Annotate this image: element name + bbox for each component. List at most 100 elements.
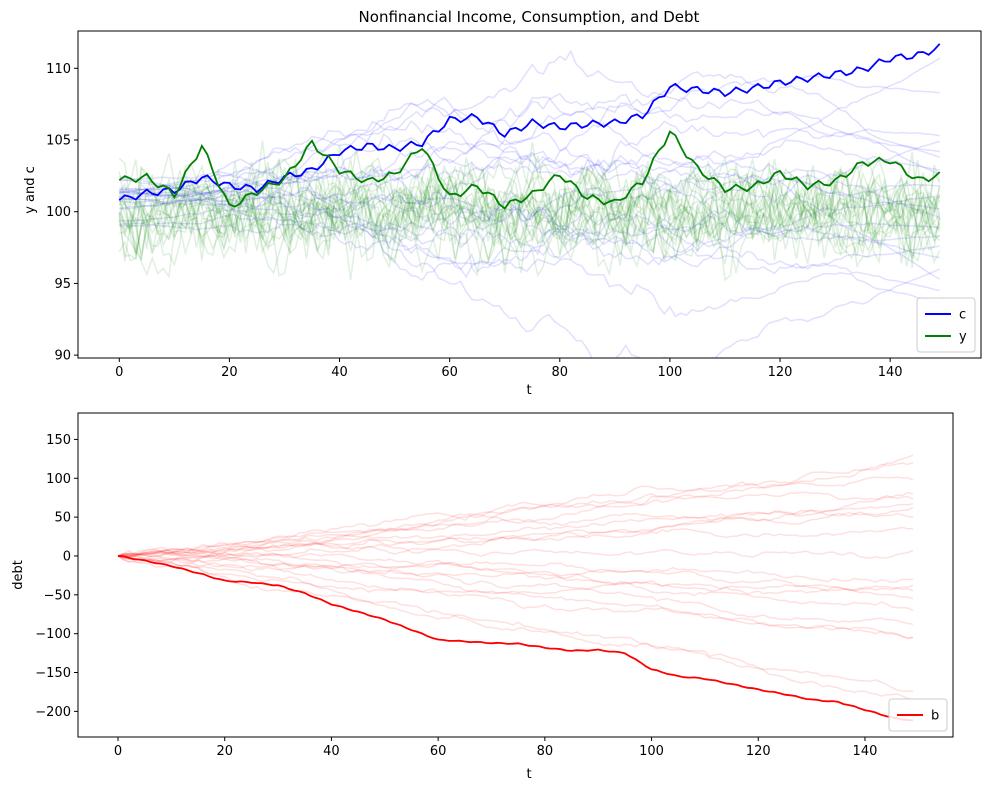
- x-tick-label: 100: [639, 744, 664, 759]
- y-tick-label: 0: [63, 549, 71, 564]
- x-tick-label: 80: [537, 744, 554, 759]
- background-y-path: [118, 158, 941, 261]
- y-ticks: 90 95 100 105 110: [46, 62, 78, 364]
- background-c-path: [119, 139, 941, 280]
- y-tick-label: 50: [54, 511, 71, 526]
- x-tick-label: 60: [441, 365, 458, 380]
- background-c-path: [119, 176, 940, 358]
- background-c-path: [119, 71, 940, 193]
- background-c-path: [119, 139, 940, 212]
- background-c-path: [119, 166, 940, 268]
- background-b-path: [117, 555, 914, 626]
- x-tick-label: 100: [657, 365, 682, 380]
- y-tick-label: 100: [46, 205, 71, 220]
- x-tick-label: 60: [430, 744, 447, 759]
- background-b-path: [117, 553, 914, 592]
- x-tick-label: 40: [331, 365, 348, 380]
- x-tick-label: 140: [878, 365, 903, 380]
- background-b-path: [117, 542, 914, 559]
- x-axis-label: t: [526, 383, 531, 398]
- background-b-path: [117, 509, 914, 563]
- background-b-path: [117, 550, 914, 612]
- background-b-path: [117, 461, 914, 557]
- background-y-path: [118, 144, 941, 255]
- legend-box: [916, 297, 976, 353]
- x-tick-label: 80: [552, 365, 569, 380]
- x-ticks: 0 20 40 60 80 100 120 140: [114, 737, 878, 759]
- x-tick-label: 20: [221, 365, 238, 380]
- background-y-path: [118, 158, 941, 277]
- background-y-path: [118, 163, 941, 280]
- x-tick-label: 20: [216, 744, 233, 759]
- background-b-path: [117, 503, 914, 561]
- y-tick-label: 105: [46, 134, 71, 149]
- y-tick-label: −50: [44, 588, 71, 603]
- y-axis-label: debt: [11, 560, 26, 590]
- y-tick-label: 95: [54, 277, 71, 292]
- y-tick-label: 100: [46, 472, 71, 487]
- y-tick-label: 90: [54, 349, 71, 364]
- x-tick-label: 0: [114, 744, 122, 759]
- series-lines: [118, 43, 941, 210]
- background-y-path: [118, 179, 940, 277]
- y-tick-label: −150: [35, 666, 71, 681]
- x-tick-label: 40: [323, 744, 340, 759]
- background-c-path: [119, 189, 940, 259]
- legend-label: b: [931, 709, 939, 724]
- background-y-path: [118, 165, 941, 278]
- x-tick-label: 120: [768, 365, 793, 380]
- chart-title: Nonfinancial Income, Consumption, and De…: [359, 8, 700, 26]
- background-c-path: [119, 103, 941, 191]
- y-axis-label: y and c: [23, 166, 38, 214]
- background-y-path: [118, 157, 941, 260]
- series-line-c: [118, 43, 941, 201]
- background-c-path: [119, 57, 941, 225]
- background-y-path: [119, 158, 941, 264]
- series-line-b: [117, 555, 914, 722]
- background-b-path: [117, 546, 914, 583]
- background-c-path: [119, 213, 940, 282]
- background-b-path: [117, 491, 914, 557]
- y-tick-label: 110: [46, 62, 71, 77]
- plot-frame: [77, 30, 982, 359]
- legend: b: [888, 698, 948, 732]
- y-ticks: 150 100 50 0 −50 −100 −150 −200: [35, 433, 78, 720]
- background-y-path: [118, 156, 941, 260]
- y-tick-label: −200: [35, 705, 71, 720]
- top-chart-panel: Nonfinancial Income, Consumption, and De…: [23, 8, 982, 398]
- background-paths: [117, 454, 914, 701]
- background-y-path: [118, 164, 941, 279]
- series-line-y: [118, 130, 941, 210]
- background-b-path: [117, 555, 914, 639]
- background-paths: [118, 49, 941, 358]
- background-c-path: [119, 120, 940, 209]
- background-c-path: [119, 190, 940, 256]
- x-tick-label: 120: [746, 744, 771, 759]
- background-y-path: [118, 159, 941, 274]
- background-b-path: [117, 526, 913, 558]
- background-b-path: [117, 555, 914, 600]
- x-tick-label: 0: [115, 365, 123, 380]
- background-y-path: [118, 155, 941, 256]
- background-b-path: [117, 548, 914, 595]
- series-lines: [117, 555, 914, 722]
- background-c-path: [119, 140, 940, 224]
- x-ticks: 0 20 40 60 80 100 120 140: [115, 358, 903, 380]
- bottom-chart-panel: 0 20 40 60 80 100 120 140 150 100 50 0 −50 −100 −150 −…: [11, 412, 954, 782]
- background-y-path: [118, 157, 941, 251]
- legend: cy: [916, 297, 976, 353]
- background-c-path: [119, 49, 940, 210]
- background-b-path: [117, 555, 914, 693]
- background-y-path: [118, 149, 941, 261]
- background-c-path: [119, 92, 940, 192]
- background-b-path: [117, 454, 914, 557]
- legend-label: y: [959, 330, 967, 345]
- x-tick-label: 140: [853, 744, 878, 759]
- background-y-path: [118, 162, 941, 282]
- background-b-path: [117, 555, 914, 701]
- background-b-path: [117, 552, 914, 640]
- background-b-path: [117, 495, 914, 558]
- plot-frame: [77, 412, 954, 738]
